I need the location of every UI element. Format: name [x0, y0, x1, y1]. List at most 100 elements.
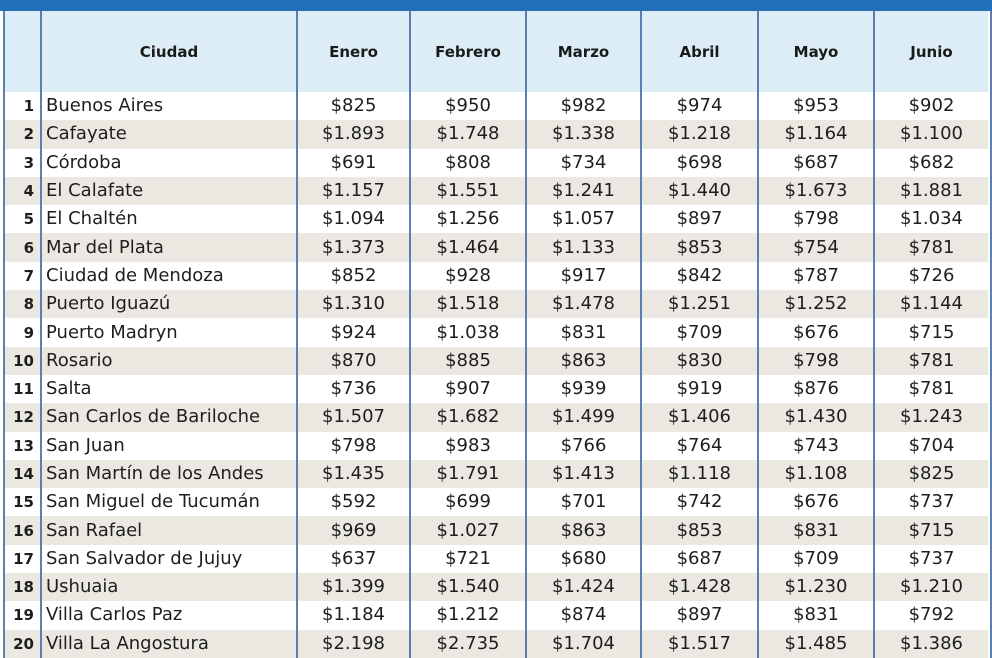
price-enero: $870: [296, 346, 410, 375]
row-number: 5: [5, 205, 41, 234]
price-marzo: $1.424: [525, 573, 641, 602]
price-junio: $1.243: [873, 403, 988, 432]
price-enero: $1.157: [296, 176, 410, 206]
price-marzo: $874: [525, 601, 641, 630]
price-marzo: $1.499: [525, 403, 641, 432]
table-row: 2 Cafayate $1.893 $1.748 $1.338 $1.218 $1.164 $…: [5, 120, 988, 149]
table-row: 9 Puerto Madryn $924 $1.038 $831 $709 $676 $715: [5, 318, 988, 347]
price-enero: $924: [296, 318, 410, 347]
header-enero: Enero: [296, 11, 410, 92]
table-row: 20 Villa La Angostura $2.198 $2.735 $1.704 $1…: [5, 629, 988, 658]
price-abril: $698: [640, 148, 758, 177]
price-abril: $1.218: [640, 120, 758, 149]
header-marzo: Marzo: [525, 11, 641, 92]
city-name: Salta: [40, 374, 297, 404]
price-mayo: $876: [757, 374, 874, 404]
table-row: 10 Rosario $870 $885 $863 $830 $798 $781: [5, 346, 988, 375]
price-mayo: $687: [757, 148, 874, 177]
city-name: San Juan: [40, 431, 297, 460]
price-marzo: $982: [525, 92, 641, 121]
price-febrero: $983: [409, 431, 526, 460]
price-junio: $1.100: [873, 120, 988, 149]
price-junio: $1.034: [873, 205, 988, 234]
city-name: San Rafael: [40, 516, 297, 545]
table-row: 15 San Miguel de Tucumán $592 $699 $701 $742 $…: [5, 488, 988, 517]
city-name: San Martín de los Andes: [40, 459, 297, 489]
table-row: 11 Salta $736 $907 $939 $919 $876 $781: [5, 374, 988, 404]
price-abril: $830: [640, 346, 758, 375]
row-number: 4: [5, 176, 41, 206]
row-number: 14: [5, 459, 41, 489]
price-enero: $637: [296, 544, 410, 574]
city-name: El Chaltén: [40, 205, 297, 234]
price-junio: $825: [873, 459, 988, 489]
price-junio: $781: [873, 233, 988, 262]
price-abril: $764: [640, 431, 758, 460]
header-mayo: Mayo: [757, 11, 874, 92]
row-number: 8: [5, 290, 41, 319]
price-marzo: $1.413: [525, 459, 641, 489]
price-mayo: $754: [757, 233, 874, 262]
table-row: 17 San Salvador de Jujuy $637 $721 $680 $687 $…: [5, 544, 988, 574]
row-number: 7: [5, 261, 41, 291]
price-abril: $1.428: [640, 573, 758, 602]
price-marzo: $831: [525, 318, 641, 347]
price-mayo: $831: [757, 516, 874, 545]
table-row: 7 Ciudad de Mendoza $852 $928 $917 $842 $787 $7…: [5, 261, 988, 291]
row-number: 2: [5, 120, 41, 149]
table-row: 16 San Rafael $969 $1.027 $863 $853 $831 $715: [5, 516, 988, 545]
price-marzo: $766: [525, 431, 641, 460]
city-name: San Carlos de Bariloche: [40, 403, 297, 432]
price-junio: $781: [873, 374, 988, 404]
price-enero: $1.507: [296, 403, 410, 432]
city-name: Cafayate: [40, 120, 297, 149]
price-marzo: $701: [525, 488, 641, 517]
price-febrero: $721: [409, 544, 526, 574]
price-enero: $798: [296, 431, 410, 460]
city-name: Puerto Iguazú: [40, 290, 297, 319]
price-enero: $691: [296, 148, 410, 177]
price-junio: $902: [873, 92, 988, 121]
price-abril: $1.517: [640, 629, 758, 658]
city-name: Puerto Madryn: [40, 318, 297, 347]
price-enero: $969: [296, 516, 410, 545]
header-ciudad: Ciudad: [40, 11, 297, 92]
price-enero: $1.893: [296, 120, 410, 149]
price-abril: $897: [640, 601, 758, 630]
price-junio: $1.210: [873, 573, 988, 602]
price-mayo: $743: [757, 431, 874, 460]
row-number: 6: [5, 233, 41, 262]
price-junio: $737: [873, 544, 988, 574]
city-name: San Salvador de Jujuy: [40, 544, 297, 574]
price-febrero: $1.518: [409, 290, 526, 319]
price-febrero: $699: [409, 488, 526, 517]
header-row: Ciudad Enero Febrero Marzo Abril Mayo Ju…: [5, 11, 988, 92]
price-marzo: $1.241: [525, 176, 641, 206]
row-number: 9: [5, 318, 41, 347]
table-row: 6 Mar del Plata $1.373 $1.464 $1.133 $853 $754…: [5, 233, 988, 262]
price-febrero: $885: [409, 346, 526, 375]
price-marzo: $734: [525, 148, 641, 177]
table-row: 13 San Juan $798 $983 $766 $764 $743 $704: [5, 431, 988, 460]
price-mayo: $1.673: [757, 176, 874, 206]
table-row: 19 Villa Carlos Paz $1.184 $1.212 $874 $897 $8…: [5, 601, 988, 630]
price-marzo: $1.133: [525, 233, 641, 262]
price-table-container: Ciudad Enero Febrero Marzo Abril Mayo Ju…: [3, 11, 992, 658]
price-junio: $1.386: [873, 629, 988, 658]
price-enero: $825: [296, 92, 410, 121]
price-enero: $1.399: [296, 573, 410, 602]
row-number: 1: [5, 92, 41, 121]
price-marzo: $1.338: [525, 120, 641, 149]
price-marzo: $939: [525, 374, 641, 404]
city-name: Villa Carlos Paz: [40, 601, 297, 630]
price-marzo: $917: [525, 261, 641, 291]
row-number: 17: [5, 544, 41, 574]
price-febrero: $950: [409, 92, 526, 121]
table-row: 5 El Chaltén $1.094 $1.256 $1.057 $897 $798 $1.…: [5, 205, 988, 234]
price-mayo: $709: [757, 544, 874, 574]
price-junio: $682: [873, 148, 988, 177]
row-number: 16: [5, 516, 41, 545]
price-febrero: $1.038: [409, 318, 526, 347]
price-marzo: $863: [525, 516, 641, 545]
row-number: 15: [5, 488, 41, 517]
